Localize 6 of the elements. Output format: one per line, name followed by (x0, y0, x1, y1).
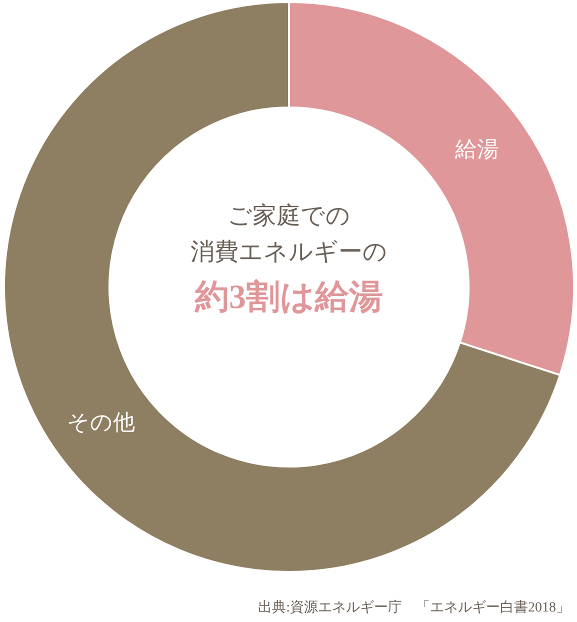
text: 約3割は給湯 (194, 278, 383, 316)
text: 消費エネルギーの (190, 239, 388, 266)
slice-label: 給湯 (454, 136, 499, 162)
text: ご家庭での (228, 202, 350, 230)
slice-label: その他 (67, 409, 136, 434)
source-note: 出典:資源エネルギー庁 「エネルギー白書2018」 (258, 600, 570, 616)
